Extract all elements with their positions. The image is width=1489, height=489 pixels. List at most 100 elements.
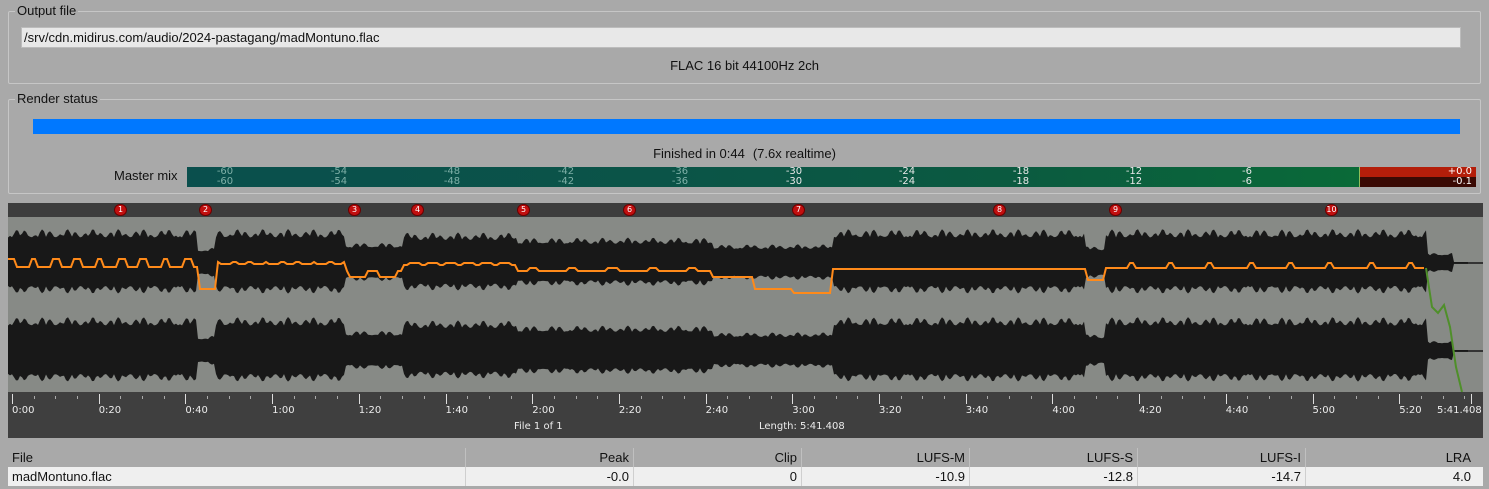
ruler-time-label: 4:00 — [1052, 405, 1075, 416]
ruler-tick — [1139, 394, 1141, 404]
loudness-table: File Peak Clip LUFS-M LUFS-S LUFS-I LRA … — [8, 448, 1483, 486]
marker-6[interactable]: 6 — [623, 204, 636, 216]
ruler-tick — [597, 396, 599, 399]
time-ruler: File 1 of 1 Length: 5:41.408 0:00 0:20 0:4… — [8, 392, 1483, 438]
waveform-channel — [8, 317, 1468, 382]
ruler-tick — [1160, 396, 1162, 399]
meter-scale-label: -24 — [898, 167, 916, 177]
marker-2[interactable]: 2 — [199, 204, 212, 216]
cell-file: madMontuno.flac — [8, 467, 466, 486]
meter-scale-label: -18 — [1012, 167, 1030, 177]
ruler-tick — [792, 394, 794, 404]
ruler-tick — [1052, 394, 1054, 404]
marker-5[interactable]: 5 — [517, 204, 530, 216]
waveform-view[interactable]: 1 2 3 4 5 6 7 8 9 10 File 1 of 1 Length: 5:41.408… — [8, 203, 1483, 438]
length-label: Length: 5:41.408 — [759, 421, 845, 432]
marker-10[interactable]: 10 — [1325, 204, 1338, 216]
ruler-time-label: 4:40 — [1225, 405, 1249, 416]
ruler-tick — [315, 396, 317, 399]
ruler-tick — [402, 396, 404, 399]
meter-peak-zone — [1360, 167, 1476, 187]
ruler-tick — [922, 396, 924, 399]
ruler-tick — [683, 396, 685, 399]
ruler-time-label: 1:00 — [272, 405, 295, 416]
marker-9[interactable]: 9 — [1109, 204, 1122, 216]
master-mix-label: Master mix — [114, 168, 178, 183]
ruler-tick — [813, 396, 815, 399]
ruler-tick — [272, 394, 274, 404]
ruler-time-label: 4:20 — [1139, 405, 1162, 416]
ruler-tick — [640, 396, 642, 399]
ruler-time-label: 2:40 — [705, 405, 729, 416]
ruler-tick — [1182, 396, 1184, 399]
ruler-tick — [228, 396, 230, 399]
ruler-tick — [618, 394, 620, 404]
cell-peak: -0.0 — [466, 467, 634, 486]
marker-8[interactable]: 8 — [993, 204, 1006, 216]
ruler-tick — [987, 396, 989, 399]
meter-scale-label: -36 — [671, 167, 689, 177]
table-header: File Peak Clip LUFS-M LUFS-S LUFS-I LRA — [8, 448, 1483, 467]
ruler-tick — [1204, 396, 1206, 399]
col-lufs-m[interactable]: LUFS-M — [802, 448, 970, 467]
col-lufs-i[interactable]: LUFS-I — [1138, 448, 1306, 467]
col-lra[interactable]: LRA — [1445, 450, 1471, 465]
ruler-time-label: 0:40 — [185, 405, 208, 416]
ruler-tick — [1442, 396, 1444, 399]
ruler-time-label: 5:20 — [1399, 405, 1422, 416]
marker-4[interactable]: 4 — [411, 204, 424, 216]
ruler-tick — [250, 396, 252, 399]
ruler-tick — [77, 396, 79, 399]
table-row[interactable]: madMontuno.flac -0.0 0 -10.9 -12.8 -14.7… — [8, 467, 1483, 486]
ruler-tick — [532, 394, 534, 404]
marker-bar: 1 2 3 4 5 6 7 8 9 10 — [8, 203, 1483, 217]
render-status-title: Render status — [15, 91, 100, 107]
ruler-tick — [380, 396, 382, 399]
ruler-tick — [142, 396, 144, 399]
ruler-tick — [662, 396, 664, 399]
ruler-tick — [1009, 396, 1011, 399]
ruler-tick — [1464, 396, 1466, 399]
ruler-tick — [510, 396, 512, 399]
ruler-tick — [770, 396, 772, 399]
col-lufs-s[interactable]: LUFS-S — [970, 448, 1138, 467]
ruler-tick — [1030, 396, 1032, 399]
meter-scale-label: -24 — [898, 176, 916, 187]
cell-lra: 4.0 — [1452, 469, 1471, 484]
output-path-field[interactable]: /srv/cdn.midirus.com/audio/2024-pastagan… — [21, 27, 1461, 48]
ruler-tick — [1225, 394, 1227, 404]
cell-clip: 0 — [634, 467, 802, 486]
finished-text: Finished in 0:44 — [653, 146, 745, 161]
meter-scale-label: -42 — [557, 176, 575, 187]
meter-scale-label: -60 — [216, 176, 234, 187]
ruler-tick — [1095, 396, 1097, 399]
ruler-tick — [358, 394, 360, 404]
marker-3[interactable]: 3 — [348, 204, 361, 216]
col-peak[interactable]: Peak — [466, 448, 634, 467]
meter-scale-label: -54 — [330, 167, 348, 177]
ruler-tick — [1377, 396, 1379, 399]
ruler-time-label: 5:00 — [1312, 405, 1335, 416]
ruler-tick — [120, 396, 122, 399]
ruler-tick — [1269, 396, 1271, 399]
ruler-time-label: 1:20 — [358, 405, 382, 416]
ruler-time-label: 2:20 — [618, 405, 642, 416]
meter-peak-bottom: -0.1 — [1452, 176, 1472, 187]
ruler-time-label: 3:20 — [879, 405, 902, 416]
ruler-time-label: 0:00 — [12, 405, 35, 416]
ruler-tick — [705, 394, 707, 404]
loudness-curve — [8, 258, 1424, 294]
marker-1[interactable]: 1 — [114, 204, 127, 216]
meter-scale-label: -12 — [1125, 167, 1143, 177]
col-clip[interactable]: Clip — [634, 448, 802, 467]
meter-scale-label: -6 — [1242, 176, 1252, 187]
meter-scale-label: -30 — [785, 176, 803, 187]
col-file[interactable]: File — [8, 448, 466, 467]
render-finished-line: Finished in 0:44 (7.6x realtime) — [9, 146, 1480, 161]
marker-7[interactable]: 7 — [792, 204, 805, 216]
ruler-tick — [857, 396, 859, 399]
ruler-time-label: 3:00 — [792, 405, 815, 416]
ruler-tick — [207, 396, 209, 399]
meter-scale-label: -18 — [1012, 176, 1030, 187]
output-file-title: Output file — [15, 3, 79, 19]
